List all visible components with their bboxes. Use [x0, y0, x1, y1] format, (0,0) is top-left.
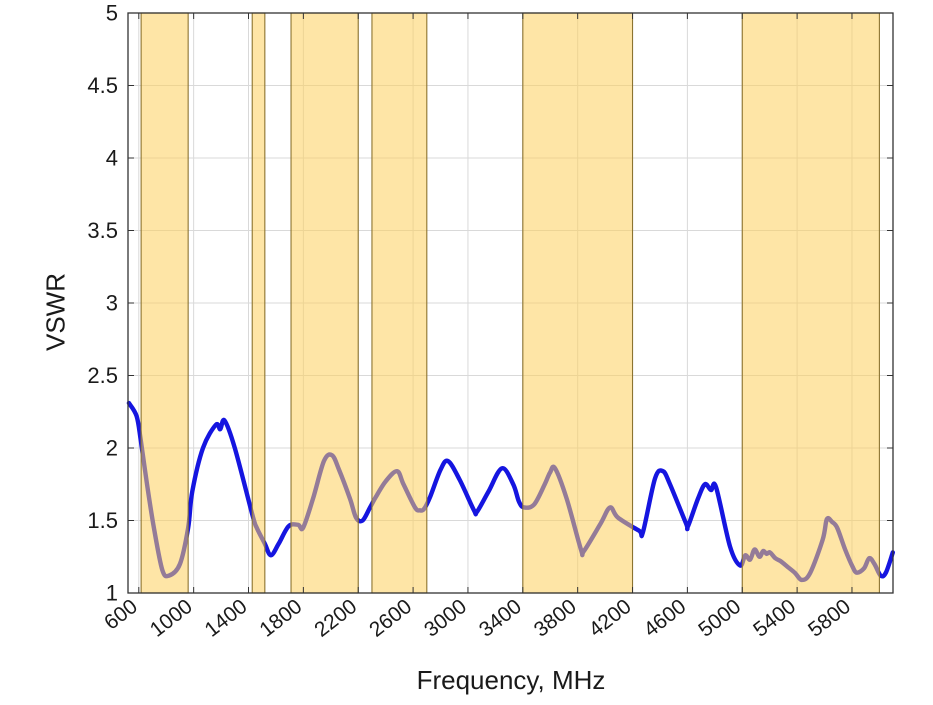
svg-text:1.5: 1.5: [87, 508, 118, 533]
svg-text:VSWR: VSWR: [41, 273, 71, 351]
svg-text:4: 4: [106, 146, 118, 171]
svg-text:3.5: 3.5: [87, 218, 118, 243]
svg-text:2.5: 2.5: [87, 363, 118, 388]
svg-text:1: 1: [106, 581, 118, 606]
svg-text:4.5: 4.5: [87, 73, 118, 98]
svg-text:Frequency, MHz: Frequency, MHz: [417, 665, 606, 695]
svg-text:5: 5: [106, 1, 118, 26]
svg-text:2: 2: [106, 436, 118, 461]
svg-text:3: 3: [106, 291, 118, 316]
